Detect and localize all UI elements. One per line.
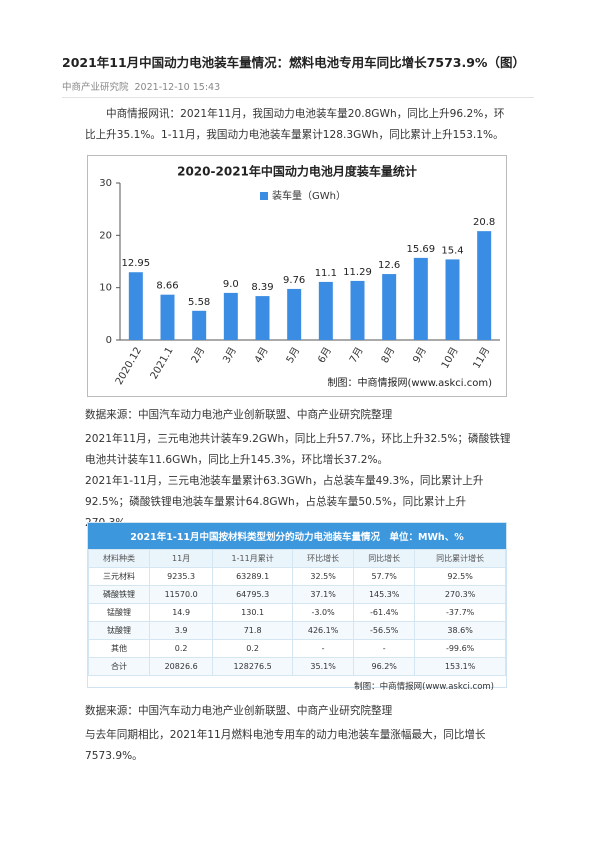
bar xyxy=(160,294,175,340)
table-cell: 9235.3 xyxy=(149,567,214,586)
table-cell: 35.1% xyxy=(292,657,355,676)
table-cell: 0.2 xyxy=(212,639,294,658)
data-table: 2021年1-11月中国按材料类型划分的动力电池装车量情况 单位：MWh、% 材… xyxy=(87,522,507,692)
legend-label: 装车量（GWh） xyxy=(272,189,346,202)
table-row: 其他 0.2 0.2- - -99.6% xyxy=(87,639,506,658)
table-cell: -56.5% xyxy=(353,621,416,640)
table-cell: 63289.1 xyxy=(212,567,294,586)
table-cell: 磷酸铁锂 xyxy=(87,585,151,604)
value-label: 11.1 xyxy=(315,268,337,279)
table-cell: 57.7% xyxy=(353,567,416,586)
table-cell: 3.9 xyxy=(149,621,214,640)
bar xyxy=(223,292,238,340)
bar xyxy=(382,274,397,340)
y-tick-label: 30 xyxy=(99,178,112,189)
value-label: 11.29 xyxy=(343,267,372,278)
table-cell: - xyxy=(353,639,416,658)
table-credit: 制图：中商情报网(www.askci.com) xyxy=(354,682,494,692)
table-cell: 钛酸锂 xyxy=(87,621,151,640)
value-label: 8.39 xyxy=(251,282,273,293)
table-cell: 92.5% xyxy=(414,567,506,586)
table-cell: 合计 xyxy=(87,657,151,676)
table-cell: 96.2% xyxy=(353,657,416,676)
table-row: 磷酸铁锂 11570.0 64795.3 37.1% 145.3% 270.3% xyxy=(87,585,506,604)
value-label: 15.69 xyxy=(407,244,436,255)
meta: 中商产业研究院 2021-12-10 15:43 xyxy=(62,79,226,93)
value-label: 12.6 xyxy=(378,260,400,271)
table-cell: 145.3% xyxy=(353,585,416,604)
table-cell: - xyxy=(292,639,355,658)
y-tick-label: 10 xyxy=(99,283,112,294)
table-cell: 同比增长 xyxy=(353,549,416,568)
table-cell: 1-11月累计 xyxy=(212,549,294,568)
bar xyxy=(350,280,365,340)
table-cell: 11570.0 xyxy=(149,585,214,604)
chart-credit: 制图：中商情报网(www.askci.com) xyxy=(327,376,492,389)
table-row: 三元材料 9235.3 63289.1 32.5% 57.7% 92.5% xyxy=(87,567,506,586)
divider xyxy=(62,97,534,98)
bar xyxy=(477,231,492,340)
bar xyxy=(255,296,270,340)
bar xyxy=(318,281,333,340)
bar xyxy=(287,288,302,340)
y-tick-label: 0 xyxy=(106,335,112,346)
paragraph: 数据来源：中国汽车动力电池产业创新联盟、中商产业研究院整理 xyxy=(85,409,393,421)
table-cell: 153.1% xyxy=(414,657,506,676)
value-label: 15.4 xyxy=(441,245,463,256)
table-cell: -61.4% xyxy=(353,603,416,622)
value-label: 5.58 xyxy=(188,297,210,308)
table-cell: 270.3% xyxy=(414,585,506,604)
table-title: 2021年1-11月中国按材料类型划分的动力电池装车量情况 单位：MWh、% xyxy=(88,523,506,549)
table-cell: -37.7% xyxy=(414,603,506,622)
table: 材料种类 11月 1-11月累计 环比增长 同比增长 同比累计增长 三元材料 9235.3 63… xyxy=(87,549,506,676)
table-cell: 三元材料 xyxy=(87,567,151,586)
table-row: 合计 20826.6 128276.5 35.1% 96.2% 153.1% xyxy=(87,657,506,676)
table-cell: 128276.5 xyxy=(212,657,294,676)
table-cell: 130.1 xyxy=(212,603,294,622)
table-cell: -99.6% xyxy=(414,639,506,658)
table-cell: 11月 xyxy=(149,549,214,568)
table-row: 锰酸锂 14.9 130.1 -3.0% -61.4% -37.7% xyxy=(87,603,506,622)
table-cell: 其他 xyxy=(87,639,151,658)
table-cell: 37.1% xyxy=(292,585,355,604)
table-cell: 426.1% xyxy=(292,621,355,640)
table-cell: 38.6% xyxy=(414,621,506,640)
date: 2021-12-10 15:43 xyxy=(134,82,221,93)
bar xyxy=(445,259,460,340)
table-cell: 71.8 xyxy=(212,621,294,640)
paragraph: 数据来源：中国汽车动力电池产业创新联盟、中商产业研究院整理 xyxy=(85,705,393,717)
legend-swatch xyxy=(260,192,268,200)
y-tick-label: 20 xyxy=(99,230,112,241)
value-label: 8.66 xyxy=(156,281,178,292)
chart: 2020-2021年中国动力电池月度装车量统计 0 10 20 30 装车量（GWh） 1… xyxy=(87,155,507,397)
table-cell: 64795.3 xyxy=(212,585,294,604)
value-label: 9.76 xyxy=(283,275,305,286)
value-label: 12.95 xyxy=(122,258,151,269)
table-cell: 锰酸锂 xyxy=(87,603,151,622)
table-cell: -3.0% xyxy=(292,603,355,622)
table-row: 钛酸锂 3.9 71.8 426.1% -56.5% 38.6% xyxy=(87,621,506,640)
paragraph: 中商情报网讯：2021年11月，我国动力电池装车量20.8GWh，同比上升96.… xyxy=(85,108,505,141)
chart-title: 2020-2021年中国动力电池月度装车量统计 xyxy=(177,164,417,179)
bar xyxy=(413,257,428,340)
source: 中商产业研究院 xyxy=(62,82,129,93)
bar xyxy=(128,272,143,340)
table-cell: 32.5% xyxy=(292,567,355,586)
table-cell: 材料种类 xyxy=(87,549,151,568)
table-cell: 0.2 xyxy=(149,639,214,658)
table-cell: 环比增长 xyxy=(292,549,355,568)
table-cell: 20826.6 xyxy=(149,657,214,676)
article-title: 2021年11月中国动力电池装车量情况：燃料电池专用车同比增长7573.9%（图… xyxy=(62,55,525,70)
chart-frame xyxy=(87,155,507,397)
table-row: 材料种类 11月 1-11月累计 环比增长 同比增长 同比累计增长 xyxy=(87,549,506,568)
paragraph: 2021年11月，三元电池共计装车9.2GWh，同比上升57.7%，环比上升32… xyxy=(85,433,511,466)
value-label: 20.8 xyxy=(473,217,495,228)
bar xyxy=(192,310,207,340)
value-label: 9.0 xyxy=(223,279,239,290)
table-cell: 14.9 xyxy=(149,603,214,622)
table-cell: 同比累计增长 xyxy=(414,549,506,568)
paragraph: 与去年同期相比，2021年11月燃料电池专用车的动力电池装车量涨幅最大，同比增长… xyxy=(85,729,486,762)
